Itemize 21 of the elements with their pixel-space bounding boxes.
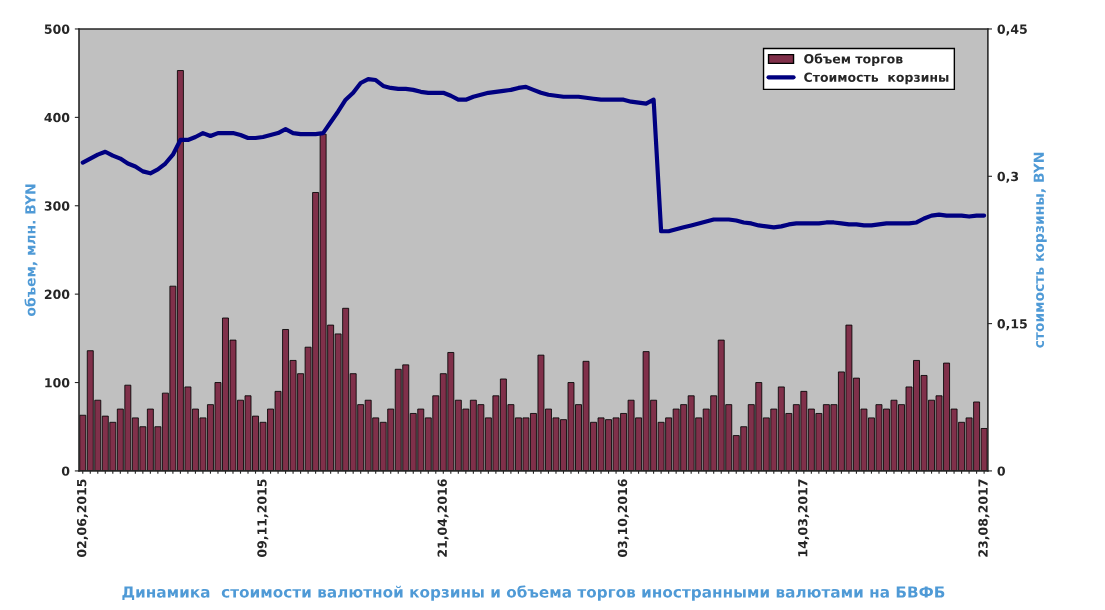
x-tick-label: 21,04,2016 xyxy=(437,479,449,557)
x-tick-label: 14,03,2017 xyxy=(798,479,810,557)
y2-tick-label: 0,15 xyxy=(997,319,1027,331)
legend-label: Объем торгов xyxy=(804,53,903,66)
y2-tick-label: 0 xyxy=(997,466,1005,476)
x-tick-label: 02,06,2015 xyxy=(76,479,88,558)
y-tick-label: 100 xyxy=(45,378,70,388)
y-tick-label: 0 xyxy=(61,466,70,476)
x-tick-label: 03,10,2016 xyxy=(617,479,629,558)
y2-tick-label: 0,3 xyxy=(997,171,1019,183)
y-tick-label: 300 xyxy=(44,201,70,211)
legend-label: Стоимость корзины xyxy=(804,72,949,85)
x-axis-title: Динамика стоимости валютной корзины и объема торгов иностранными валютами на БВФБ xyxy=(122,585,945,601)
x-tick-label: 23,08,2017 xyxy=(978,479,990,557)
y-tick-label: 200 xyxy=(44,289,70,300)
y-tick-label: 500 xyxy=(44,24,70,34)
y-tick-label: 400 xyxy=(44,112,70,123)
y2-tick-label: 0,45 xyxy=(997,24,1027,36)
x-tick-label: 09,11,2015 xyxy=(257,479,269,558)
y2-axis-title: стоимость корзины, BYN xyxy=(1033,152,1047,348)
y-axis-title: объем, млн. BYN xyxy=(24,184,38,316)
